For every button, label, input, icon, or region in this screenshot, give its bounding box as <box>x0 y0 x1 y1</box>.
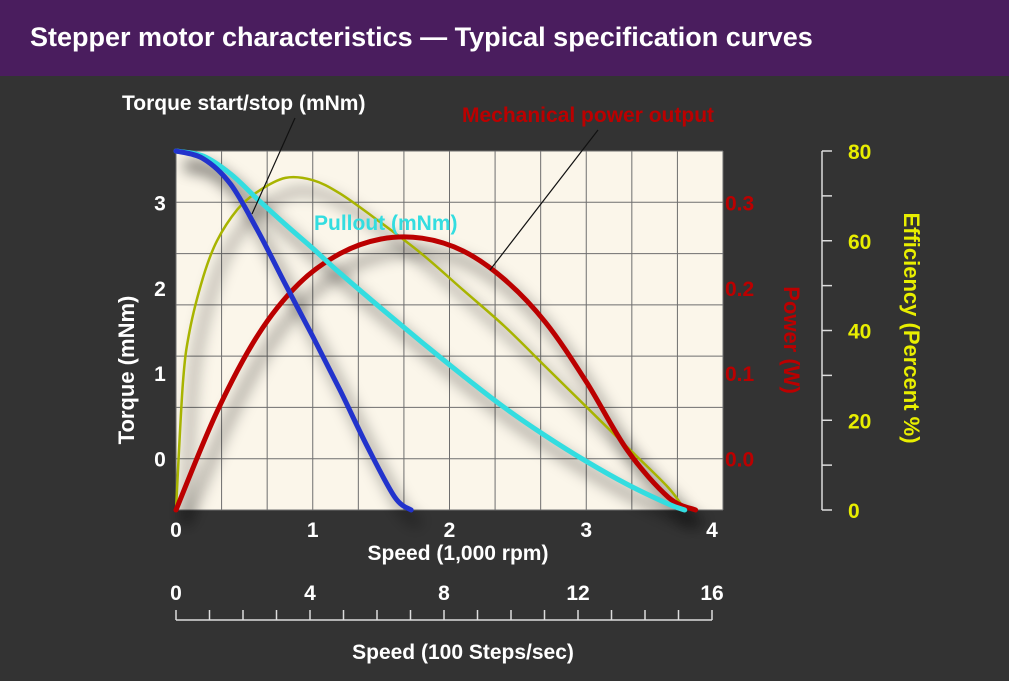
efficiency-tick-label: 0 <box>848 500 860 523</box>
x-tick-label: 0 <box>170 519 182 542</box>
power-axis-label: Power (W) <box>779 286 804 394</box>
y-tick-label: 0 <box>154 449 166 472</box>
power-tick-label: 0.1 <box>725 363 755 386</box>
efficiency-tick-label: 60 <box>848 231 871 254</box>
x-tick-label: 3 <box>580 519 592 542</box>
x-tick-label: 1 <box>307 519 319 542</box>
y-tick-label: 2 <box>154 278 166 301</box>
power-tick-label: 0.3 <box>725 192 754 215</box>
annotation-torque-start-stop: Torque start/stop (mNm) <box>122 92 365 115</box>
y-axis-label: Torque (mNm) <box>114 296 139 445</box>
series-efficiency-shadow <box>180 186 698 527</box>
power-tick-label: 0.0 <box>725 449 754 472</box>
x2-tick-label: 12 <box>566 582 589 605</box>
chart-title: Stepper motor characteristics — Typical … <box>30 22 813 52</box>
annotation-leader-torque <box>251 117 296 215</box>
x2-tick-label: 16 <box>700 582 723 605</box>
series-pullout-line <box>173 148 688 513</box>
y-tick-label: 3 <box>154 192 166 215</box>
x-tick-label: 2 <box>444 519 456 542</box>
title-bar: Stepper motor characteristics — Typical … <box>0 0 1009 76</box>
series-torque-start-stop-line <box>173 148 414 513</box>
x2-axis-label: Speed (100 Steps/sec) <box>352 641 574 664</box>
efficiency-tick-label: 80 <box>848 141 871 164</box>
x2-tick-label: 8 <box>438 582 450 605</box>
annotation-pullout: Pullout (mNm) <box>314 212 457 235</box>
x2-tick-label: 0 <box>170 582 182 605</box>
annotation-mechanical-power: Mechanical power output <box>462 104 714 127</box>
series-mechanical-power-line <box>173 234 699 513</box>
efficiency-axis-label: Efficiency (Percent %) <box>899 212 924 443</box>
y-tick-label: 1 <box>154 363 166 386</box>
series-efficiency-line <box>174 175 686 512</box>
efficiency-tick-label: 20 <box>848 410 871 433</box>
efficiency-tick-label: 40 <box>848 321 871 344</box>
power-tick-label: 0.2 <box>725 278 754 301</box>
series-pullout-shadow <box>183 159 696 530</box>
x-axis-label: Speed (1,000 rpm) <box>368 542 549 565</box>
x-tick-label: 4 <box>706 519 718 542</box>
annotation-leader-power <box>489 129 599 271</box>
x2-tick-label: 4 <box>304 582 316 605</box>
